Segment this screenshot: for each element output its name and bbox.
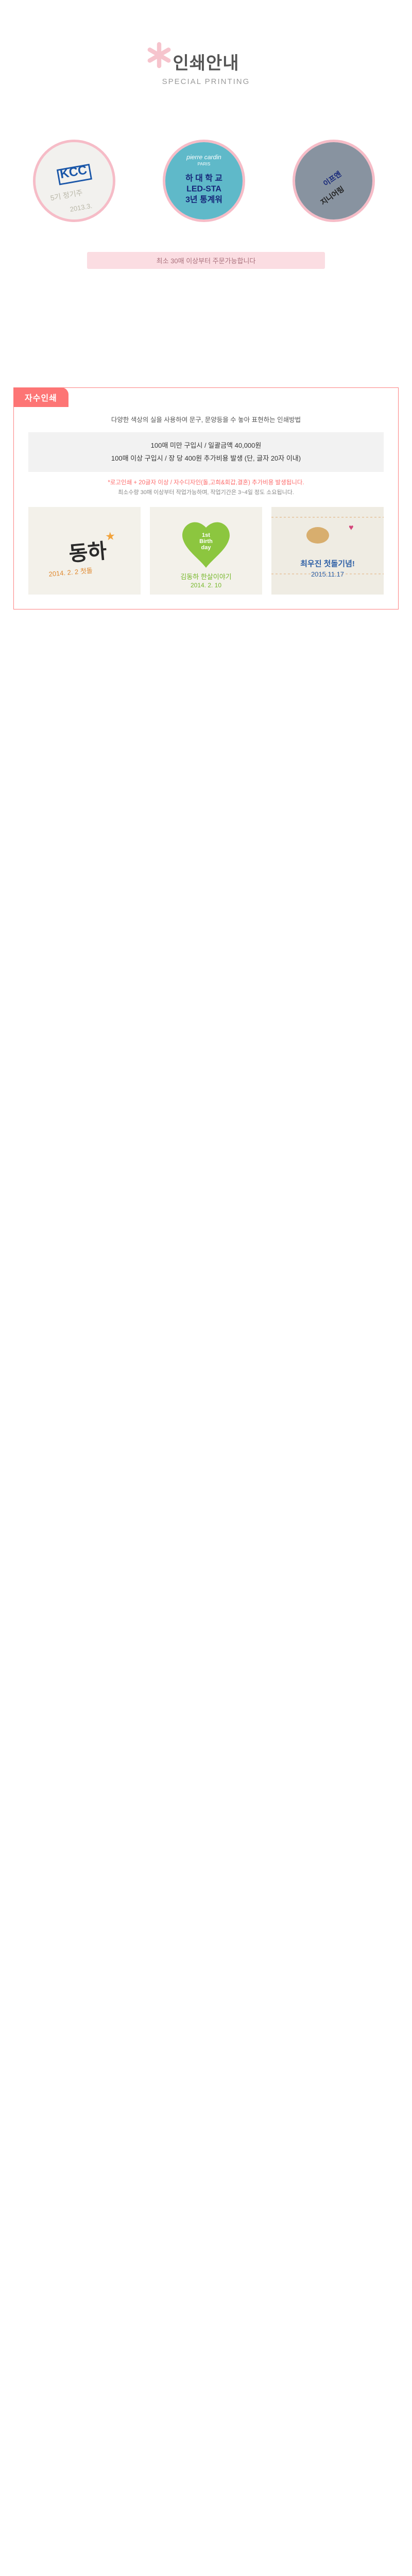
svg-text:pierre cardin: pierre cardin	[186, 154, 221, 161]
svg-text:최우진 첫돌기념!: 최우진 첫돌기념!	[300, 559, 355, 568]
svg-text:동하: 동하	[68, 539, 108, 565]
svg-text:PARIS: PARIS	[198, 161, 211, 166]
svg-text:Birth: Birth	[199, 538, 213, 545]
svg-text:김동하 한살이야기: 김동하 한살이야기	[180, 573, 231, 581]
svg-text:2015.11.17: 2015.11.17	[311, 570, 344, 578]
svg-text:LED-STA: LED-STA	[186, 185, 221, 194]
svg-text:♥: ♥	[349, 523, 354, 532]
svg-text:★: ★	[105, 529, 116, 543]
svg-text:하 대 학 교: 하 대 학 교	[185, 174, 222, 183]
svg-text:2014. 2. 10: 2014. 2. 10	[191, 582, 221, 589]
svg-text:day: day	[201, 545, 212, 551]
svg-text:3년 통계워: 3년 통계워	[185, 194, 222, 204]
svg-text:1st: 1st	[202, 532, 210, 538]
